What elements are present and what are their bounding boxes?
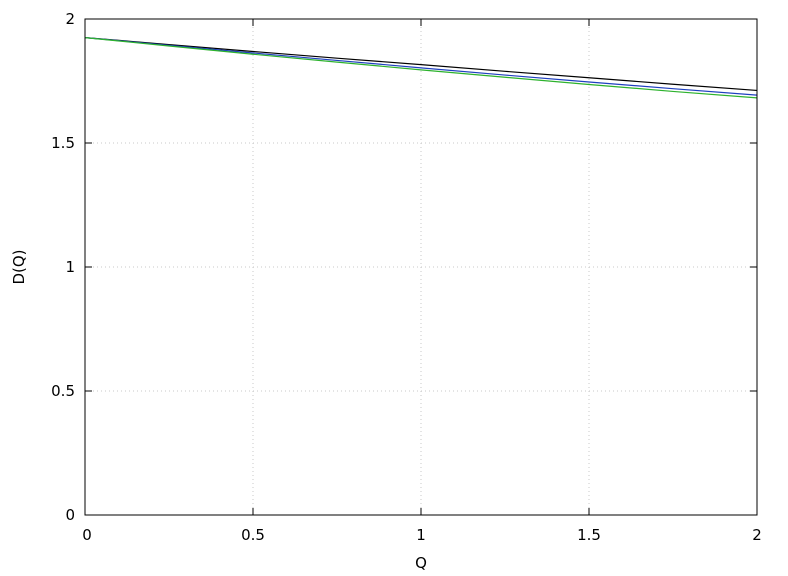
y-tick-label: 0: [65, 506, 75, 524]
x-tick-label: 2: [752, 526, 762, 544]
x-tick-label: 0.5: [241, 526, 265, 544]
y-tick-label: 0.5: [51, 382, 75, 400]
x-tick-label: 1: [416, 526, 426, 544]
y-tick-label: 1: [65, 258, 75, 276]
y-axis-label: D(Q): [10, 249, 28, 284]
x-tick-label: 1.5: [577, 526, 601, 544]
grid-lines: [85, 19, 757, 515]
y-tick-label: 2: [65, 10, 75, 28]
series-group: [84, 37, 758, 99]
x-axis-label: Q: [415, 554, 427, 572]
x-tick-label: 0: [82, 526, 92, 544]
y-tick-label: 1.5: [51, 134, 75, 152]
axis-ticks: 0 0.5 1 1.5 2 0 0.5 1 1.5 2: [51, 10, 762, 544]
series-line-3: [84, 37, 758, 99]
series-line-2: [84, 37, 758, 96]
series-line-1: [84, 37, 758, 92]
